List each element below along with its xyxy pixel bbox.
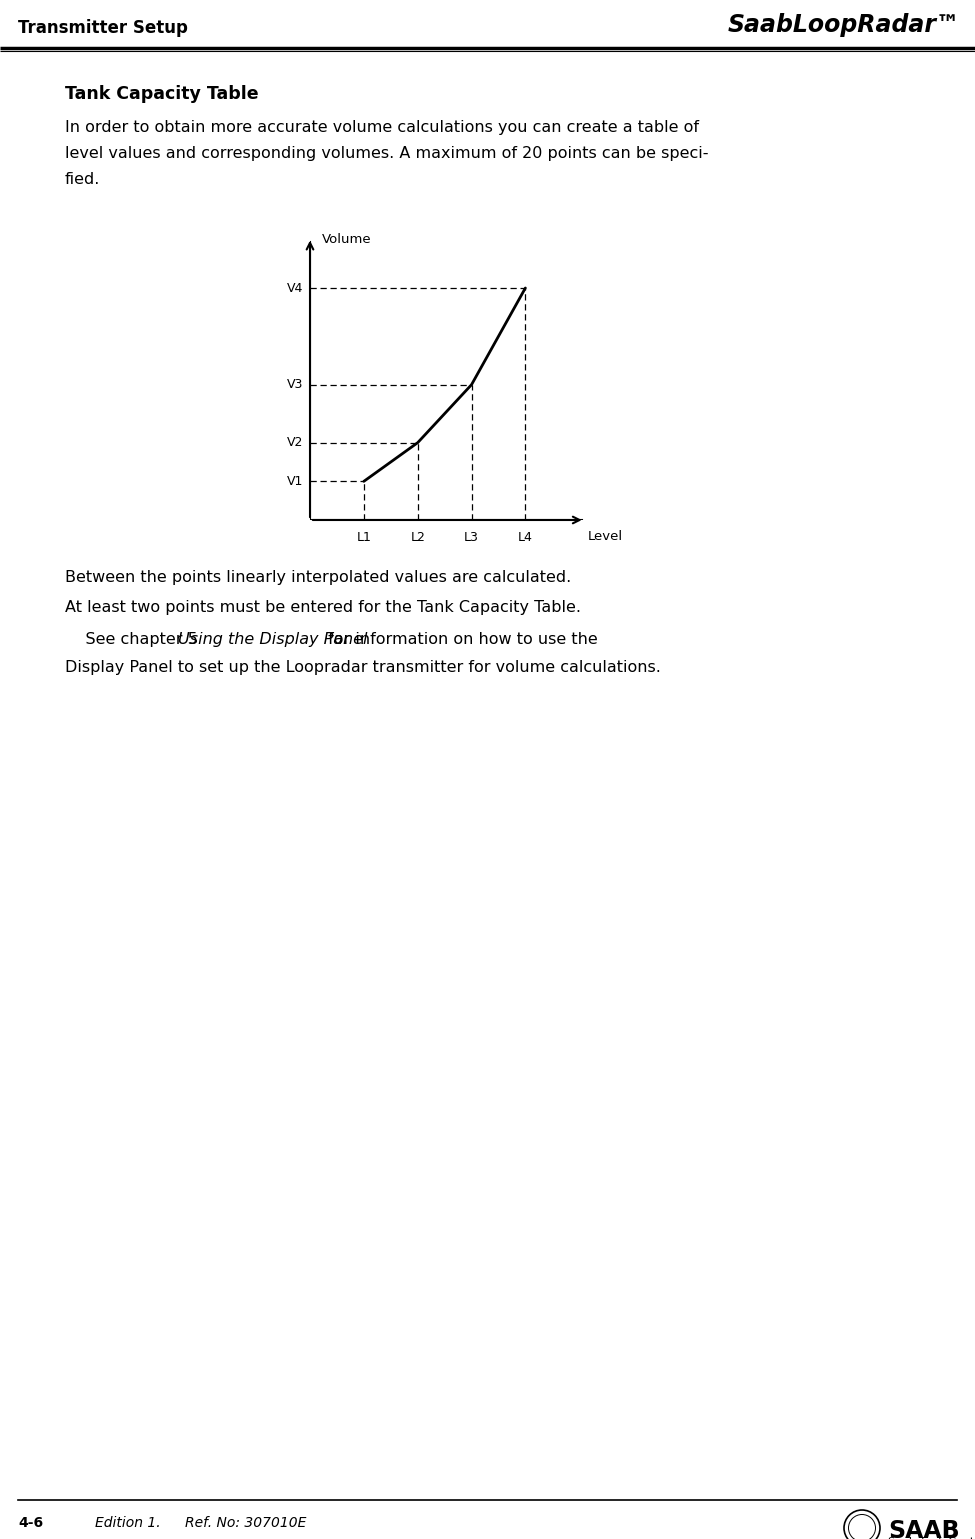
Text: Volume: Volume [322,234,371,246]
Text: Edition 1.: Edition 1. [95,1516,161,1530]
Text: Tank Capacity Table: Tank Capacity Table [65,85,258,103]
Text: level values and corresponding volumes. A maximum of 20 points can be speci-: level values and corresponding volumes. … [65,146,709,162]
Text: Using the Display Panel: Using the Display Panel [178,633,368,646]
Text: Transmitter Setup: Transmitter Setup [18,18,188,37]
Text: Between the points linearly interpolated values are calculated.: Between the points linearly interpolated… [65,569,571,585]
Text: L2: L2 [410,531,425,543]
Text: V1: V1 [288,476,303,488]
Text: In order to obtain more accurate volume calculations you can create a table of: In order to obtain more accurate volume … [65,120,699,135]
Text: for information on how to use the: for information on how to use the [324,633,598,646]
Text: fied.: fied. [65,172,100,188]
Text: V3: V3 [288,379,303,391]
Text: V4: V4 [288,282,303,294]
Text: SaabLoopRadar™: SaabLoopRadar™ [727,12,960,37]
Text: V2: V2 [288,436,303,449]
Text: L1: L1 [357,531,371,543]
Text: L4: L4 [518,531,532,543]
Text: See chapter 5: See chapter 5 [65,633,203,646]
Text: Ref. No: 307010E: Ref. No: 307010E [185,1516,306,1530]
Text: 4-6: 4-6 [18,1516,43,1530]
Text: At least two points must be entered for the Tank Capacity Table.: At least two points must be entered for … [65,600,581,616]
Text: L3: L3 [464,531,479,543]
Text: Saab Tank Control: Saab Tank Control [888,1537,975,1539]
Text: Level: Level [587,529,622,543]
Text: Display Panel to set up the Loopradar transmitter for volume calculations.: Display Panel to set up the Loopradar tr… [65,660,661,676]
Text: SAAB: SAAB [888,1519,959,1539]
